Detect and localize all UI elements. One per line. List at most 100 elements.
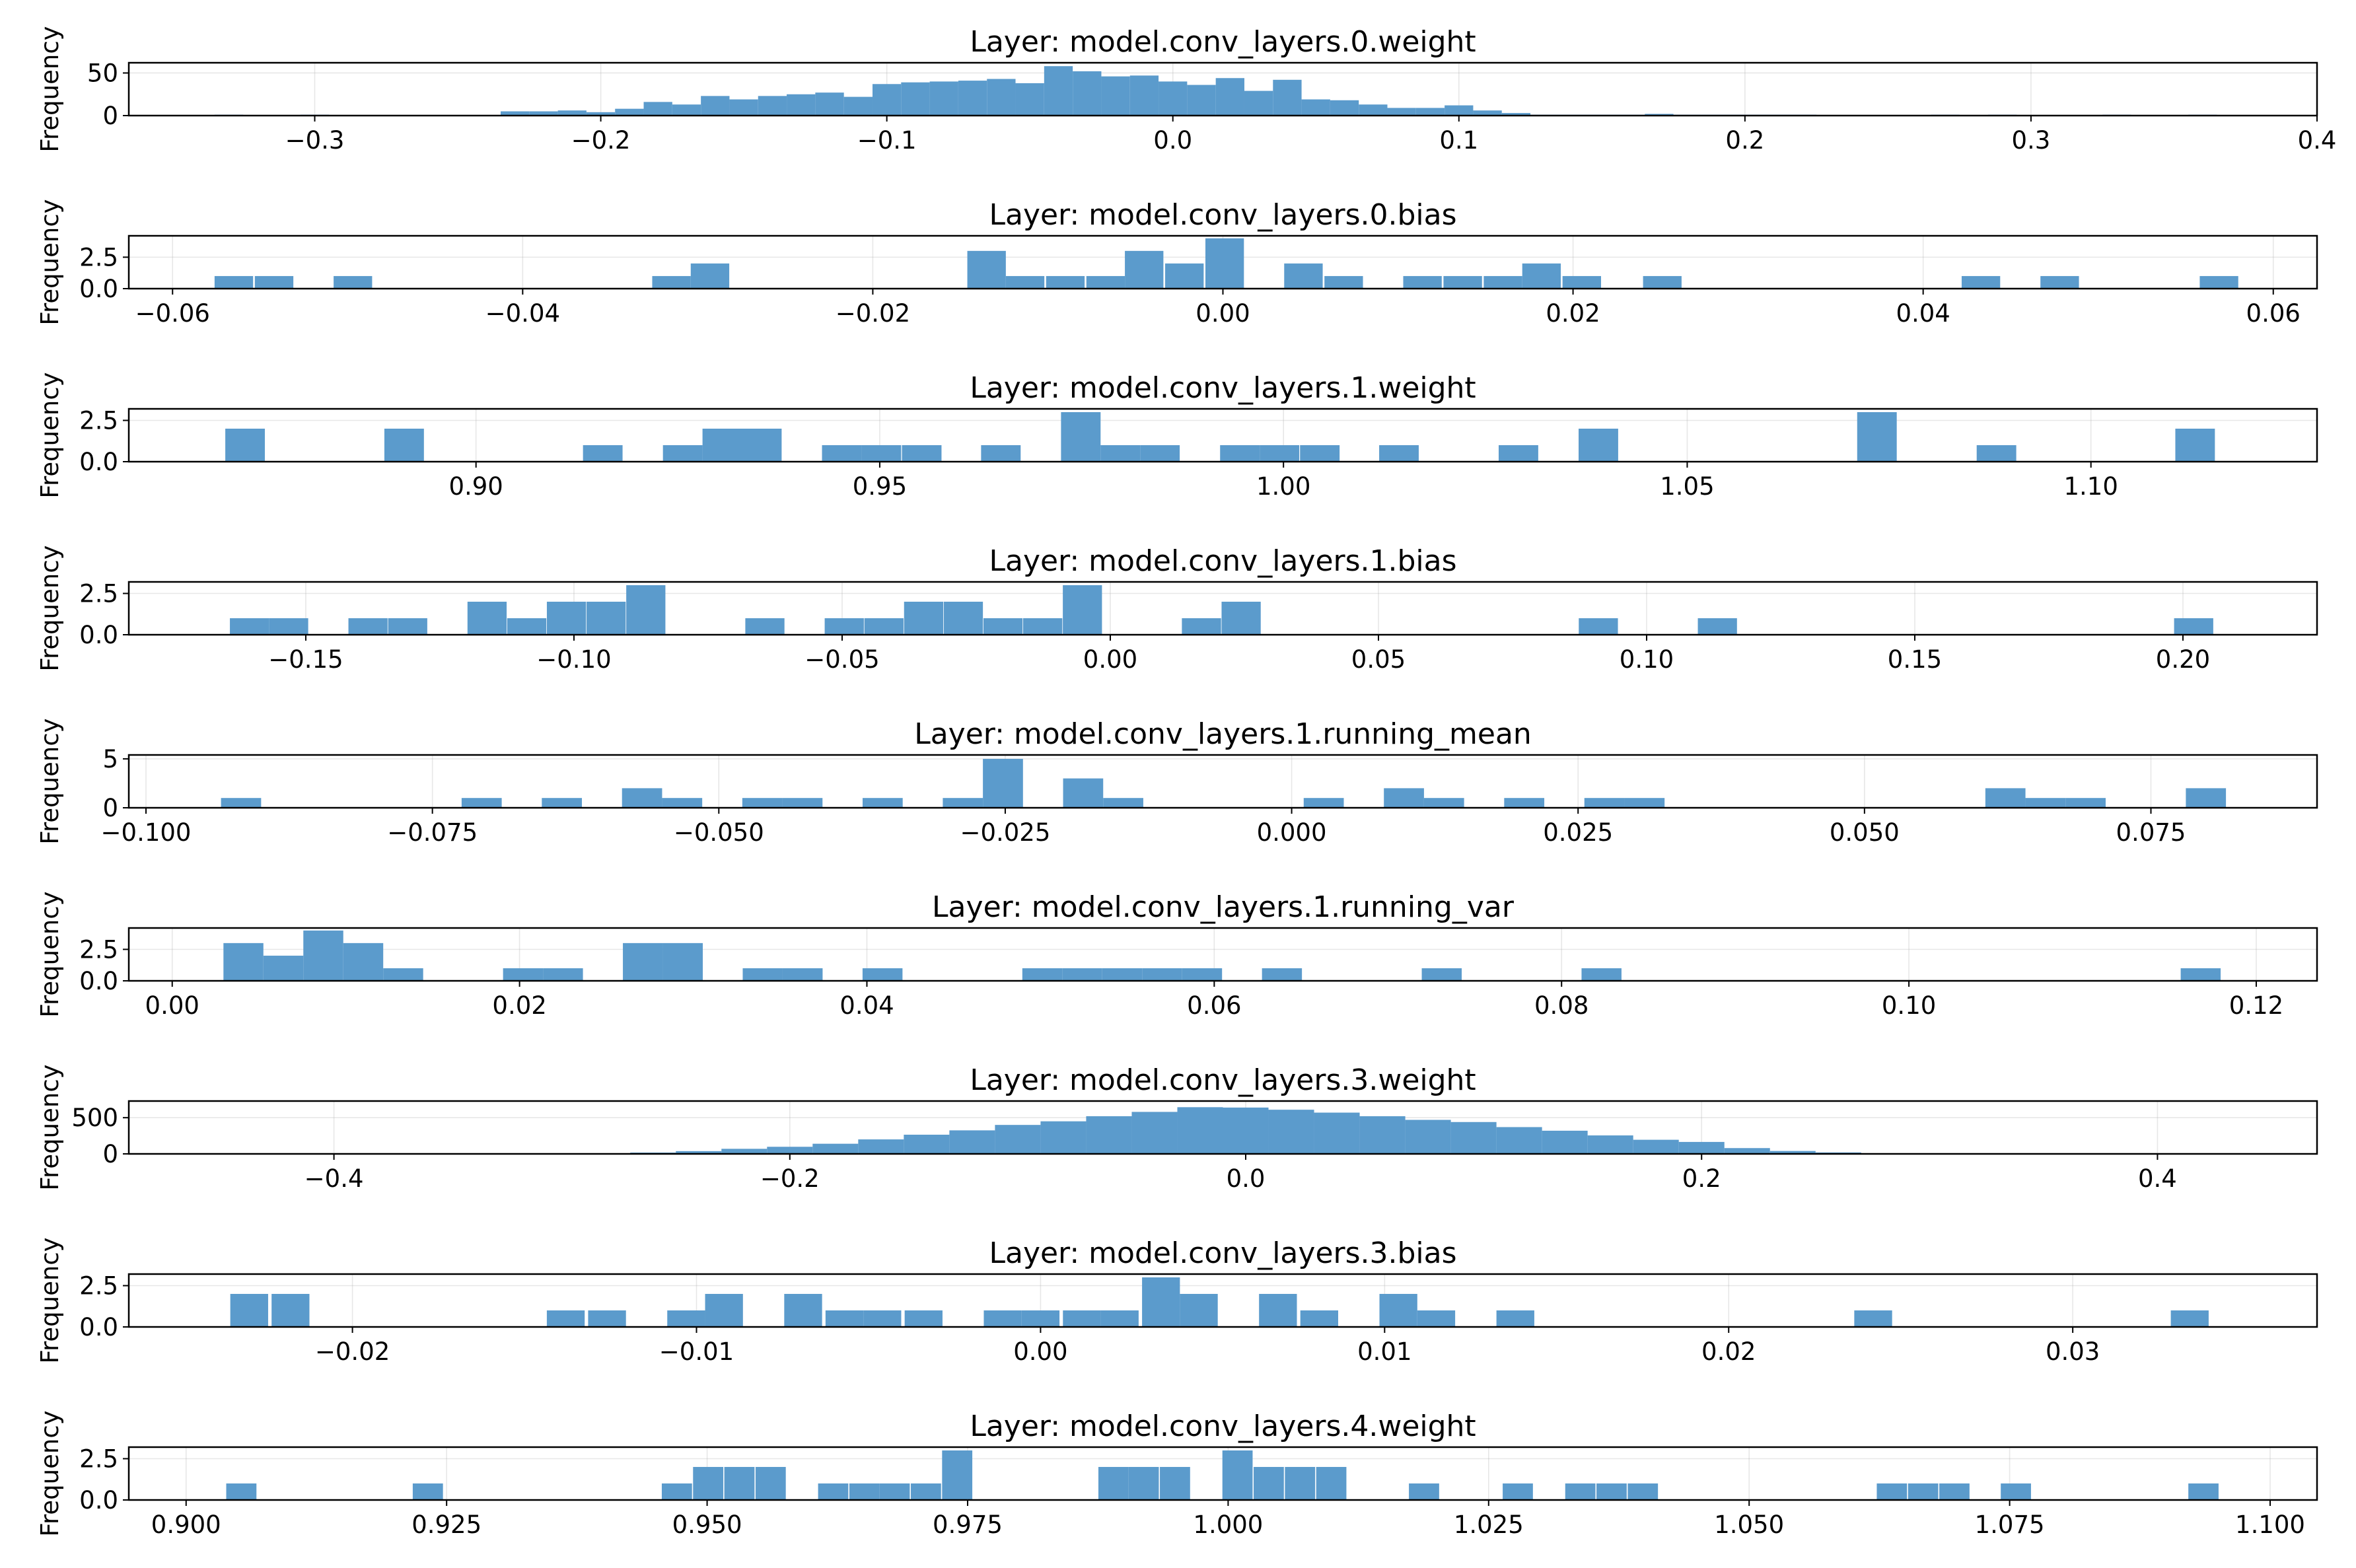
histogram-bar xyxy=(873,84,901,116)
histogram-bar xyxy=(2040,276,2079,289)
histogram-bar xyxy=(1086,1116,1131,1154)
histogram-bar xyxy=(503,968,543,981)
x-tick-label: −0.3 xyxy=(285,126,345,155)
y-tick-label: 2.5 xyxy=(79,1445,118,1474)
histogram-bar xyxy=(507,618,546,635)
histogram-bar xyxy=(1424,798,1464,808)
x-tick-label: 0.08 xyxy=(1534,991,1589,1020)
x-tick-label: 0.00 xyxy=(1013,1337,1067,1366)
histogram-bar xyxy=(983,618,1022,635)
x-tick-label: 0.050 xyxy=(1830,818,1900,847)
histogram-bar xyxy=(1284,264,1322,289)
x-tick-label: 0.00 xyxy=(145,991,199,1020)
histogram-bar xyxy=(1177,1107,1223,1154)
y-axis-label: Frequency xyxy=(36,199,64,325)
histogram-bar xyxy=(1023,618,1062,635)
y-axis-label: Frequency xyxy=(36,1410,64,1536)
y-tick-label: 2.5 xyxy=(79,243,118,271)
histogram-bar xyxy=(1131,1112,1177,1154)
y-tick-label: 2.5 xyxy=(79,935,118,964)
y-axis-label: Frequency xyxy=(36,891,64,1017)
histogram-bar xyxy=(1422,968,1462,981)
histogram-bar xyxy=(861,445,901,462)
x-tick-label: 0.075 xyxy=(2116,818,2186,847)
x-tick-label: 0.4 xyxy=(2298,126,2337,155)
histogram-bar xyxy=(1403,276,1441,289)
y-tick-label: 0.0 xyxy=(79,448,118,476)
histogram-bar xyxy=(227,1483,257,1500)
histogram-bar xyxy=(215,276,253,289)
histogram-bar xyxy=(1262,968,1302,981)
histogram-bar xyxy=(1579,429,1618,462)
histogram-bar xyxy=(1588,1135,1633,1154)
histogram-bar xyxy=(388,618,427,635)
y-tick-label: 0.0 xyxy=(79,275,118,303)
histogram-bar xyxy=(958,81,987,116)
y-tick-label: 0.0 xyxy=(79,1486,118,1515)
histogram-bar xyxy=(1451,1122,1497,1154)
histogram-bar xyxy=(745,618,784,635)
histogram-bar xyxy=(384,429,424,462)
histogram-bar xyxy=(863,968,902,981)
histogram-bar xyxy=(1187,85,1215,116)
histogram-bar xyxy=(230,618,269,635)
y-tick-label: 0.0 xyxy=(79,621,118,649)
histogram-bar xyxy=(1063,779,1104,808)
x-tick-label: 0.06 xyxy=(1187,991,1241,1020)
histogram-bar xyxy=(693,1467,723,1500)
histogram-bar xyxy=(1409,1483,1439,1500)
y-tick-label: 2.5 xyxy=(79,580,118,608)
x-tick-label: −0.050 xyxy=(674,818,764,847)
x-tick-label: 0.15 xyxy=(1888,645,1942,674)
histogram-bar xyxy=(742,429,781,462)
panel-title: Layer: model.conv_layers.3.weight xyxy=(970,1063,1476,1097)
histogram-bar xyxy=(1563,276,1601,289)
histogram-bar xyxy=(1443,276,1481,289)
x-tick-label: 0.90 xyxy=(448,472,503,501)
histogram-bar xyxy=(944,602,983,635)
histogram-bar xyxy=(1244,91,1273,116)
y-axis-label: Frequency xyxy=(36,1064,64,1190)
histogram-bar xyxy=(225,429,265,462)
histogram-bar xyxy=(223,943,263,981)
histogram-bar xyxy=(1633,1140,1679,1154)
histogram-bar xyxy=(981,445,1020,462)
histogram-bar xyxy=(231,1294,268,1327)
histogram-bar xyxy=(1504,798,1544,808)
histogram-bar xyxy=(1417,1310,1455,1327)
histogram-bar xyxy=(264,956,303,981)
histogram-bar xyxy=(1876,1483,1907,1500)
histogram-bar xyxy=(626,585,665,635)
x-tick-label: 1.05 xyxy=(1660,472,1714,501)
histogram-bar xyxy=(1627,1483,1658,1500)
histogram-bar xyxy=(2065,798,2106,808)
histogram-bar xyxy=(615,109,643,116)
histogram-bar xyxy=(1046,276,1085,289)
histogram-bar xyxy=(1285,1467,1315,1500)
histogram-bar xyxy=(1497,1310,1534,1327)
x-tick-label: 0.3 xyxy=(2012,126,2051,155)
x-tick-label: 0.4 xyxy=(2138,1164,2177,1193)
histogram-bar xyxy=(1063,585,1102,635)
histogram-bar xyxy=(1300,445,1339,462)
histogram-bar xyxy=(2188,1483,2219,1500)
histogram-bar xyxy=(383,968,423,981)
histogram-bar xyxy=(1406,1120,1451,1154)
histogram-bar xyxy=(1269,1110,1314,1154)
x-tick-label: −0.025 xyxy=(960,818,1050,847)
histogram-bar xyxy=(2174,618,2213,635)
panel-title: Layer: model.conv_layers.3.bias xyxy=(989,1236,1456,1270)
histogram-bar xyxy=(705,1294,743,1327)
x-tick-label: 0.925 xyxy=(411,1511,482,1539)
histogram-bar xyxy=(663,943,703,981)
x-tick-label: −0.2 xyxy=(760,1164,820,1193)
histogram-bar xyxy=(905,1310,943,1327)
x-tick-label: 0.950 xyxy=(672,1511,742,1539)
histogram-bar xyxy=(1273,80,1301,116)
histogram-bar xyxy=(2175,429,2215,462)
y-tick-label: 500 xyxy=(71,1104,118,1132)
histogram-bar xyxy=(904,602,943,635)
histogram-bar xyxy=(901,83,929,116)
